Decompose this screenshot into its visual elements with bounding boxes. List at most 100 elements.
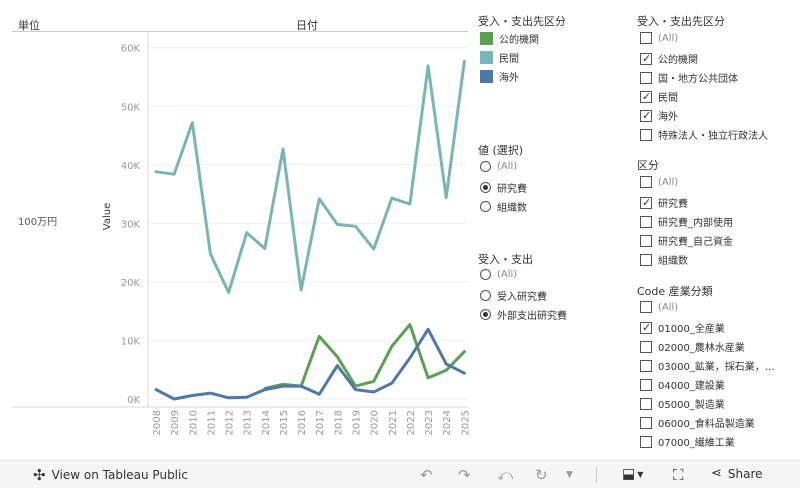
- x-tick-label: 2011: [206, 410, 217, 435]
- checkbox[interactable]: [640, 359, 652, 372]
- dest-option[interactable]: 特殊法人・独立行政法人: [640, 127, 768, 142]
- radio-button[interactable]: [480, 182, 491, 193]
- industry-option[interactable]: 05000_製造業: [640, 396, 725, 411]
- checkbox[interactable]: [640, 340, 652, 353]
- checkbox[interactable]: [640, 397, 652, 410]
- inout-option[interactable]: 受入研究費: [480, 288, 547, 303]
- kubun-option-label: 研究費_内部使用: [658, 218, 733, 229]
- radio-button[interactable]: [480, 201, 491, 212]
- inout-option[interactable]: (All): [480, 269, 517, 280]
- download-icon[interactable]: ⬓ ▼: [622, 466, 644, 482]
- x-tick-label: 2021: [388, 410, 399, 435]
- share-button[interactable]: ⋖ Share: [711, 466, 763, 481]
- x-tick-label: 2018: [333, 410, 344, 435]
- industry-option-label: (All): [658, 301, 679, 313]
- checkbox[interactable]: [640, 52, 652, 65]
- kubun-option[interactable]: 研究費: [640, 195, 688, 210]
- y-tick-label: 60K: [121, 44, 141, 55]
- dest-option[interactable]: (All): [640, 32, 678, 44]
- checkbox[interactable]: [640, 378, 652, 391]
- redo-icon[interactable]: ↷: [458, 466, 471, 484]
- inout-filter-title: 受入・支出: [478, 253, 533, 266]
- toolbar-divider: [596, 467, 597, 483]
- dest-option[interactable]: 公的機関: [640, 51, 698, 66]
- undo-icon[interactable]: ↶: [420, 466, 433, 484]
- industry-option[interactable]: 04000_建設業: [640, 377, 725, 392]
- dest-option[interactable]: 国・地方公共団体: [640, 70, 738, 85]
- y-tick-label: 10K: [121, 336, 141, 347]
- checkbox[interactable]: [640, 301, 652, 313]
- series-line-公的機関: [263, 323, 466, 390]
- value-option[interactable]: 研究費: [480, 180, 527, 195]
- legend-item[interactable]: 公的機関: [480, 31, 539, 46]
- dest-option[interactable]: 民間: [640, 89, 678, 104]
- dest-option[interactable]: 海外: [640, 108, 678, 123]
- radio-button[interactable]: [480, 269, 491, 280]
- value-option[interactable]: 組織数: [480, 199, 527, 214]
- kubun-option[interactable]: 研究費_内部使用: [640, 214, 733, 229]
- checkbox[interactable]: [640, 176, 652, 188]
- kubun-option-label: 組織数: [658, 256, 688, 267]
- checkbox[interactable]: [640, 435, 652, 448]
- checkbox[interactable]: [640, 253, 652, 266]
- radio-button[interactable]: [480, 290, 491, 301]
- industry-option[interactable]: 03000_鉱業，採石業，…: [640, 358, 775, 373]
- industry-filter-title: Code 産業分類: [637, 285, 713, 298]
- x-tick-label: 2022: [406, 410, 417, 435]
- view-on-tableau-button[interactable]: ✣ View on Tableau Public: [33, 466, 188, 484]
- industry-option[interactable]: 07000_繊維工業: [640, 434, 735, 449]
- x-tick-label: 2012: [225, 410, 236, 435]
- industry-option-label: 01000_全産業: [658, 324, 725, 335]
- y-tick-label: 40K: [121, 161, 141, 172]
- checkbox[interactable]: [640, 234, 652, 247]
- industry-option-label: 03000_鉱業，採石業，…: [658, 362, 775, 373]
- kubun-filter-title: 区分: [637, 159, 659, 172]
- inout-option-label: 外部支出研究費: [497, 311, 567, 322]
- dest-option-label: 国・地方公共団体: [658, 74, 738, 85]
- industry-option-label: 04000_建設業: [658, 381, 725, 392]
- unit-value: 100万円: [18, 217, 58, 228]
- checkbox[interactable]: [640, 416, 652, 429]
- industry-option[interactable]: 06000_食料品製造業: [640, 415, 755, 430]
- pause-chevron-icon[interactable]: ▼: [566, 470, 573, 480]
- value-option[interactable]: (All): [480, 161, 517, 172]
- industry-option-label: 02000_農林水産業: [658, 343, 745, 354]
- kubun-option[interactable]: 組織数: [640, 252, 688, 267]
- revert-icon[interactable]: ⤺: [497, 466, 514, 484]
- dest-option-label: 公的機関: [658, 55, 698, 66]
- industry-option[interactable]: 02000_農林水産業: [640, 339, 745, 354]
- checkbox[interactable]: [640, 109, 652, 122]
- x-tick-label: 2009: [170, 410, 181, 435]
- dest-option-label: (All): [658, 32, 679, 44]
- legend-item[interactable]: 民間: [480, 50, 519, 65]
- checkbox[interactable]: [640, 32, 652, 44]
- value-option-label: 組織数: [497, 203, 527, 214]
- x-tick-label: 2017: [315, 410, 326, 435]
- x-tick-label: 2014: [261, 410, 272, 435]
- industry-option[interactable]: (All): [640, 301, 678, 313]
- inout-option[interactable]: 外部支出研究費: [480, 307, 567, 322]
- checkbox[interactable]: [640, 71, 652, 84]
- industry-option[interactable]: 01000_全産業: [640, 320, 725, 335]
- kubun-option[interactable]: (All): [640, 176, 678, 188]
- kubun-option-label: 研究費_自己資金: [658, 237, 733, 248]
- radio-button[interactable]: [480, 309, 491, 320]
- dest-filter-title: 受入・支出先区分: [637, 15, 725, 28]
- refresh-icon[interactable]: ↻: [535, 466, 548, 484]
- checkbox[interactable]: [640, 196, 652, 209]
- radio-button[interactable]: [480, 161, 491, 172]
- checkbox[interactable]: [640, 321, 652, 334]
- checkbox[interactable]: [640, 128, 652, 141]
- checkbox[interactable]: [640, 90, 652, 103]
- dest-option-label: 民間: [658, 93, 678, 104]
- legend-label: 公的機関: [499, 35, 539, 46]
- series-line-民間: [154, 59, 466, 294]
- x-tick-label: 2020: [370, 410, 381, 435]
- line-chart[interactable]: 0K 10K 20K 30K 40K 50K 60K 2008 2009 2010 2011 2012…: [0, 0, 800, 460]
- y-tick-label: 50K: [121, 102, 141, 113]
- checkbox[interactable]: [640, 215, 652, 228]
- x-tick-label: 2024: [442, 410, 453, 435]
- fullscreen-icon[interactable]: ⛶: [673, 466, 684, 484]
- legend-item[interactable]: 海外: [480, 69, 519, 84]
- kubun-option[interactable]: 研究費_自己資金: [640, 233, 733, 248]
